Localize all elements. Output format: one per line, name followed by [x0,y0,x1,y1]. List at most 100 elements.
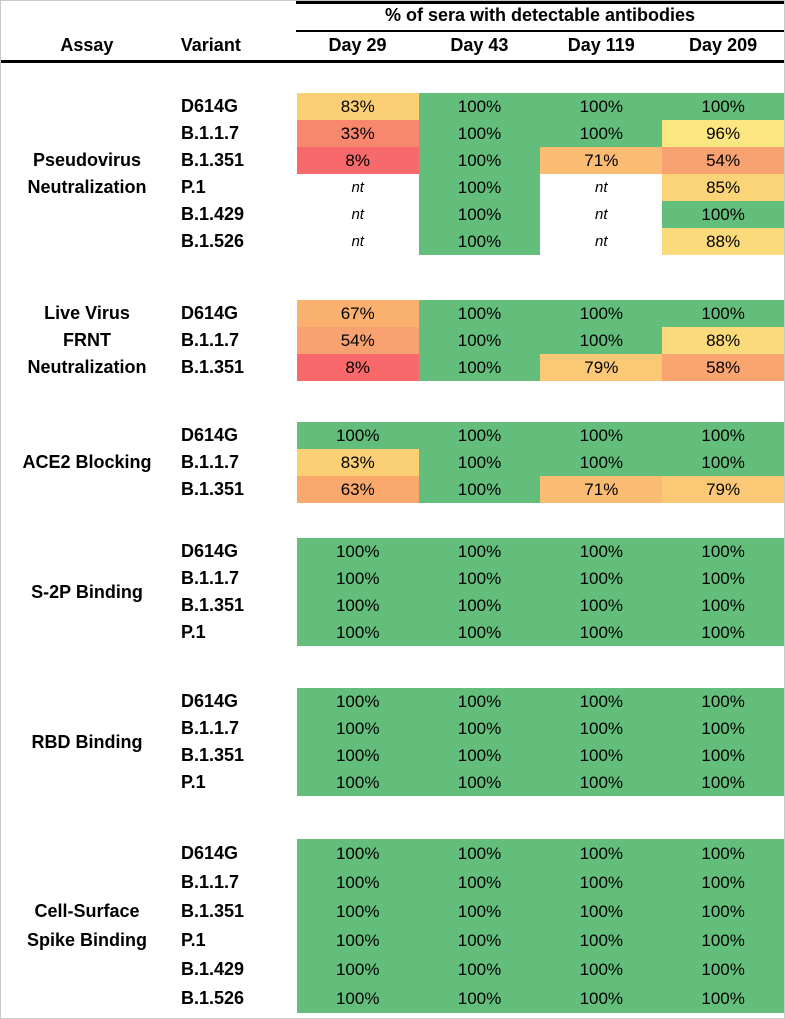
value-cell: 100% [418,93,541,120]
table-row: B.1.351 8% 100% 71% 54% [1,147,784,174]
value-cell: 100% [418,868,541,897]
variant-label: B.1.351 [181,745,245,765]
value-cell: 100% [662,926,784,955]
value-cell: 100% [540,839,663,868]
variant-label: D614G [181,691,239,711]
table-row: B.1.351 100% 100% 100% 100% [1,742,784,769]
value-cell: 100% [418,422,541,449]
assay-label-line: ACE2 Blocking [22,452,152,472]
assay-label-line: RBD Binding [31,731,143,752]
value-cell: 8% [296,147,419,174]
value-cell: 100% [662,897,784,926]
table-row: B.1.1.7 100% 100% 100% 100% [1,868,784,897]
variant-label: B.1.351 [181,595,245,615]
value-cell: 100% [662,565,784,592]
variant-label: B.1.1.7 [181,123,240,143]
value-cell: 100% [418,476,541,503]
value-cell: 100% [296,422,419,449]
value-cell: 100% [418,715,541,742]
variant-label: B.1.351 [181,357,245,377]
value-cell-not-tested: nt [351,179,364,196]
figure-title: % of sera with detectable antibodies [384,5,696,25]
table-row: P.1 100% 100% 100% 100% [1,769,784,796]
table-row: P.1 100% 100% 100% 100% [1,619,784,646]
column-header-assay: Assay [60,35,114,55]
value-cell: 85% [662,174,784,201]
value-cell: 100% [418,897,541,926]
variant-label: B.1.351 [181,150,245,170]
variant-label: B.1.1.7 [181,872,240,892]
column-header-row: Assay Variant Day 29 Day 43 Day 119 Day … [1,32,784,59]
value-cell: 100% [296,538,419,565]
table-row: P.1 100% 100% 100% 100% [1,926,784,955]
value-cell: 100% [540,422,663,449]
value-cell: 100% [296,839,419,868]
column-header-day-119: Day 119 [567,35,635,55]
value-cell: 100% [418,592,541,619]
value-cell: 100% [540,120,663,147]
value-cell: 100% [418,926,541,955]
title-underline-rule [296,30,784,32]
value-cell: 100% [418,147,541,174]
assay-label-line: FRNT [63,330,111,350]
value-cell: 100% [418,619,541,646]
value-cell: 100% [296,955,419,984]
table-row: D614G 100% 100% 100% 100% [1,839,784,868]
table-body: Pseudovirus Neutralization D614G 83% 100% 100… [1,63,784,1013]
assay-label: Live Virus FRNT Neutralization [5,300,169,381]
value-cell: 100% [662,538,784,565]
table-row: D614G 83% 100% 100% 100% [1,93,784,120]
variant-label: D614G [181,303,239,323]
column-header-day-43: Day 43 [450,35,509,55]
value-cell: 100% [540,769,663,796]
value-cell: 100% [296,688,419,715]
value-cell: 100% [418,120,541,147]
value-cell: 100% [540,93,663,120]
assay-label: S-2P Binding [5,538,169,646]
variant-label: D614G [181,425,239,445]
value-cell: 100% [662,984,784,1013]
table-row: B.1.1.7 100% 100% 100% 100% [1,715,784,742]
value-cell: 100% [662,201,784,228]
value-cell: 100% [296,592,419,619]
value-cell: 100% [418,228,541,255]
table-row: B.1.1.7 100% 100% 100% 100% [1,565,784,592]
value-cell: 100% [540,868,663,897]
assay-label: ACE2 Blocking [5,422,169,503]
value-cell: 100% [296,769,419,796]
header-bottom-rule [1,60,784,63]
value-cell: 79% [662,476,784,503]
value-cell: 100% [540,897,663,926]
assay-group: ACE2 Blocking D614G 100% 100% 100% 100% B.1.1.… [1,422,784,503]
value-cell: 100% [662,715,784,742]
table-row: D614G 67% 100% 100% 100% [1,300,784,327]
value-cell: 79% [540,354,663,381]
value-cell: 88% [662,327,784,354]
variant-label: D614G [181,541,239,561]
table-row: B.1.526 nt 100% nt 88% [1,228,784,255]
value-cell: 100% [662,839,784,868]
top-rule [296,1,784,4]
variant-label: P.1 [181,930,206,950]
value-cell: 100% [540,742,663,769]
value-cell: 100% [662,93,784,120]
table-row: B.1.351 63% 100% 71% 79% [1,476,784,503]
value-cell: 54% [296,327,419,354]
value-cell-not-tested: nt [595,179,608,196]
variant-label: P.1 [181,772,206,792]
value-cell: 100% [296,984,419,1013]
value-cell: 100% [418,327,541,354]
value-cell: 100% [662,769,784,796]
value-cell: 100% [418,201,541,228]
value-cell: 58% [662,354,784,381]
assay-label-line: Neutralization [27,177,147,197]
value-cell: 100% [418,354,541,381]
assay-group: RBD Binding D614G 100% 100% 100% 100% B.1.1.7 1… [1,688,784,796]
value-cell: 54% [662,147,784,174]
value-cell: 8% [296,354,419,381]
value-cell: 71% [540,147,663,174]
table-row: B.1.429 100% 100% 100% 100% [1,955,784,984]
table-row: B.1.351 100% 100% 100% 100% [1,897,784,926]
variant-label: B.1.429 [181,959,245,979]
value-cell: 100% [662,955,784,984]
